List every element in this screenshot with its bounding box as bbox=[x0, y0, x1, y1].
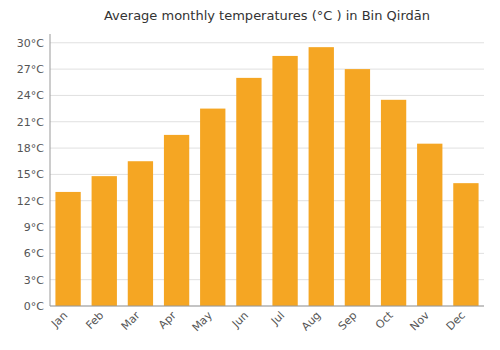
grid-line bbox=[50, 121, 484, 122]
x-tick-label: Feb bbox=[83, 309, 106, 332]
bars bbox=[55, 47, 478, 306]
chart-title: Average monthly temperatures (°C ) in Bi… bbox=[104, 8, 430, 23]
bar bbox=[272, 56, 297, 306]
bar bbox=[417, 144, 442, 306]
y-tick-label: 30°C bbox=[17, 37, 44, 50]
y-tick-label: 21°C bbox=[17, 116, 44, 129]
chart-svg: Average monthly temperatures (°C ) in Bi… bbox=[0, 0, 500, 350]
y-tick-label: 24°C bbox=[17, 89, 44, 102]
x-tick-label: Aug bbox=[299, 309, 323, 333]
grid-line bbox=[50, 95, 484, 96]
y-tick-label: 9°C bbox=[24, 221, 44, 234]
y-tick-label: 6°C bbox=[24, 247, 44, 260]
x-tick-label: Jan bbox=[48, 309, 70, 331]
x-tick-labels: Jan Feb Mar Apr May Jun Jul Aug Sep Oct Nov Dec bbox=[48, 308, 468, 334]
x-tick-label: Sep bbox=[336, 309, 360, 333]
y-tick-label: 3°C bbox=[24, 274, 44, 287]
y-grid bbox=[50, 43, 484, 306]
bar bbox=[381, 100, 406, 306]
x-tick-label: Jul bbox=[268, 309, 287, 328]
bar bbox=[200, 109, 225, 306]
x-tick-label: Nov bbox=[407, 309, 432, 334]
bar bbox=[128, 161, 153, 306]
grid-line bbox=[50, 69, 484, 70]
y-axis-line bbox=[50, 34, 51, 306]
bar bbox=[453, 183, 478, 306]
y-tick-labels: 0°C 3°C 6°C 9°C 12°C 15°C 18°C 21°C 24°C 27°C 30°C bbox=[17, 37, 44, 313]
x-tick-label: May bbox=[190, 309, 216, 335]
x-tick-label: Mar bbox=[119, 309, 143, 333]
y-tick-label: 0°C bbox=[24, 300, 44, 313]
grid-line bbox=[50, 306, 484, 307]
chart-container: Average monthly temperatures (°C ) in Bi… bbox=[0, 0, 500, 350]
bar bbox=[164, 135, 189, 306]
bar bbox=[55, 192, 80, 306]
x-tick-label: Oct bbox=[373, 308, 396, 331]
x-tick-label: Dec bbox=[444, 309, 468, 333]
x-tick-label: Jun bbox=[229, 309, 251, 331]
x-tick-label: Apr bbox=[156, 309, 179, 332]
y-tick-label: 27°C bbox=[17, 63, 44, 76]
y-tick-label: 18°C bbox=[17, 142, 44, 155]
y-tick-label: 15°C bbox=[17, 168, 44, 181]
bar bbox=[236, 78, 261, 306]
x-axis-line bbox=[50, 306, 484, 307]
bar bbox=[309, 47, 334, 306]
bar bbox=[345, 69, 370, 306]
grid-line bbox=[50, 42, 484, 43]
bar bbox=[92, 176, 117, 306]
y-tick-label: 12°C bbox=[17, 195, 44, 208]
